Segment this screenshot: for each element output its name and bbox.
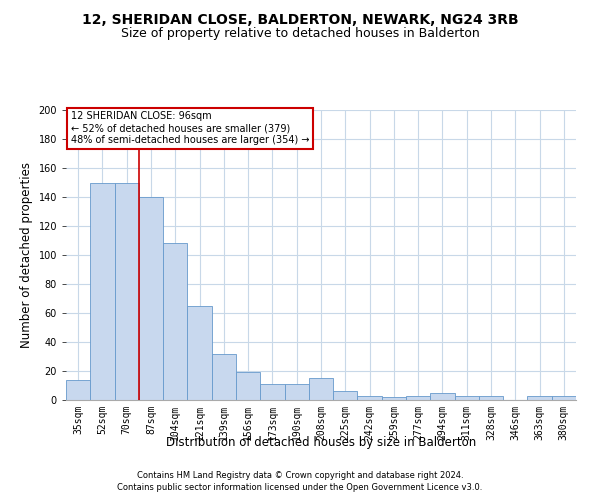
Bar: [260, 384, 284, 400]
Bar: [382, 397, 406, 400]
Bar: [358, 396, 382, 400]
Bar: [163, 244, 187, 400]
Bar: [333, 392, 358, 400]
Bar: [187, 306, 212, 400]
Bar: [309, 378, 333, 400]
Y-axis label: Number of detached properties: Number of detached properties: [20, 162, 33, 348]
Bar: [212, 354, 236, 400]
Bar: [115, 182, 139, 400]
Bar: [430, 393, 455, 400]
Bar: [455, 396, 479, 400]
Bar: [66, 380, 90, 400]
Bar: [284, 384, 309, 400]
Bar: [552, 396, 576, 400]
Text: Contains HM Land Registry data © Crown copyright and database right 2024.: Contains HM Land Registry data © Crown c…: [137, 472, 463, 480]
Text: Contains public sector information licensed under the Open Government Licence v3: Contains public sector information licen…: [118, 483, 482, 492]
Bar: [406, 396, 430, 400]
Bar: [479, 396, 503, 400]
Text: Distribution of detached houses by size in Balderton: Distribution of detached houses by size …: [166, 436, 476, 449]
Bar: [236, 372, 260, 400]
Text: Size of property relative to detached houses in Balderton: Size of property relative to detached ho…: [121, 28, 479, 40]
Bar: [139, 197, 163, 400]
Bar: [527, 396, 552, 400]
Text: 12, SHERIDAN CLOSE, BALDERTON, NEWARK, NG24 3RB: 12, SHERIDAN CLOSE, BALDERTON, NEWARK, N…: [82, 12, 518, 26]
Bar: [90, 182, 115, 400]
Text: 12 SHERIDAN CLOSE: 96sqm
← 52% of detached houses are smaller (379)
48% of semi-: 12 SHERIDAN CLOSE: 96sqm ← 52% of detach…: [71, 112, 310, 144]
